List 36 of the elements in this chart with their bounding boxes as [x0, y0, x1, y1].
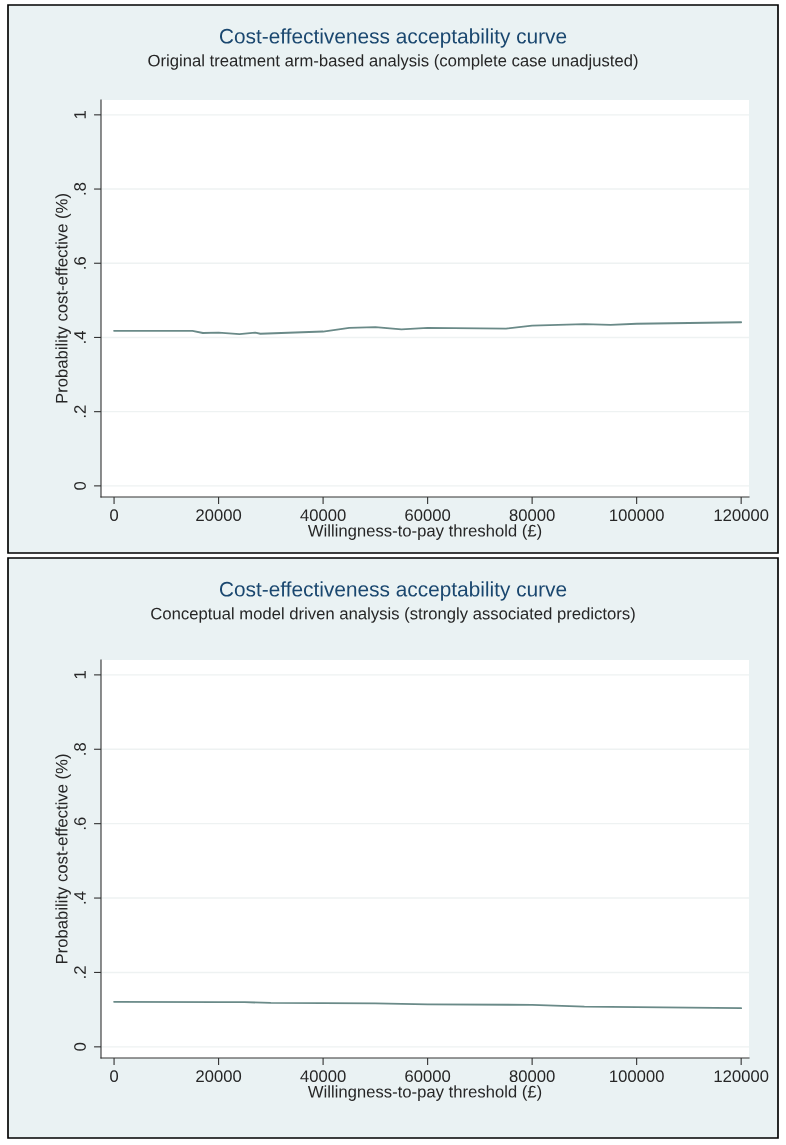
x-axis-title: Willingness-to-pay threshold (£) — [307, 524, 542, 540]
y-tick-label: .6 — [74, 257, 86, 269]
y-tick-label: 0 — [74, 1042, 86, 1051]
x-tick-label: 60000 — [405, 1070, 451, 1083]
y-tick-label: .8 — [74, 182, 86, 195]
x-tick-label: 80000 — [509, 1070, 555, 1083]
chart-subtitle: Original treatment arm-based analysis (complete case unadjusted) — [148, 54, 638, 70]
y-tick-label: 1 — [74, 671, 86, 679]
line-series — [113, 321, 743, 336]
y-tick-label: 0 — [74, 481, 86, 490]
y-axis-title: Probability cost-effective (%) — [55, 194, 71, 403]
chart-title: Cost-effectiveness acceptability curve — [219, 581, 567, 601]
x-tick-label: 120000 — [714, 509, 769, 522]
x-tick-label: 0 — [110, 509, 119, 522]
y-tick-label: .2 — [74, 405, 86, 418]
x-tick-label: 120000 — [714, 1070, 769, 1083]
x-tick-label: 40000 — [300, 1070, 346, 1083]
x-tick-label: 0 — [110, 1070, 119, 1083]
y-tick-label: .4 — [74, 331, 86, 343]
x-tick-label: 60000 — [405, 509, 451, 522]
y-tick-label: .4 — [74, 891, 86, 904]
chart-subtitle: Conceptual model driven analysis (strongly associated predictors) — [151, 607, 635, 623]
line-series — [113, 1000, 743, 1010]
y-tick-label: .8 — [74, 743, 86, 755]
chart-title: Cost-effectiveness acceptability curve — [219, 28, 567, 48]
y-tick-label: .6 — [74, 817, 86, 830]
x-tick-label: 20000 — [196, 1070, 242, 1083]
x-tick-label: 100000 — [610, 1070, 664, 1083]
y-axis-title: Probability cost-effective (%) — [55, 754, 71, 964]
x-tick-label: 40000 — [300, 509, 346, 522]
x-tick-label: 100000 — [610, 509, 664, 522]
y-tick-label: .2 — [74, 966, 86, 978]
x-tick-label: 20000 — [196, 509, 242, 522]
x-axis-title: Willingness-to-pay threshold (£) — [307, 1085, 542, 1101]
x-tick-label: 80000 — [509, 509, 555, 522]
y-tick-label: 1 — [74, 111, 86, 119]
